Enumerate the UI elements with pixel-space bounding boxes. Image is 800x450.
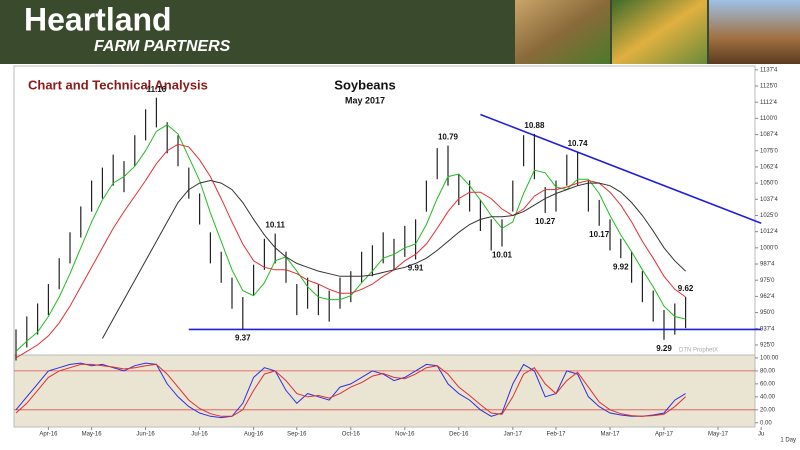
x-tick-label: Apr-17 — [655, 432, 674, 438]
y-tick-label: 937'4 — [760, 326, 775, 332]
price-annotation: 9.37 — [235, 334, 251, 343]
stochastic-line — [15, 362, 686, 419]
x-tick-label: Sep-16 — [287, 432, 307, 438]
y-tick-label: 1087'4 — [760, 132, 778, 138]
price-annotation: 9.91 — [408, 264, 424, 273]
y-tick-label: 962'4 — [760, 294, 775, 300]
interval-label: 1 Day — [780, 438, 796, 444]
x-tick-label: Jan-17 — [504, 432, 523, 438]
x-tick-label: Oct-16 — [342, 432, 361, 438]
x-tick-label: Dec-16 — [449, 432, 469, 438]
y-tick-label: 1037'4 — [760, 197, 778, 203]
x-tick-label: Ju — [758, 432, 764, 438]
x-tick-label: Jul-16 — [191, 432, 208, 438]
y-tick-label: 100.00 — [760, 356, 779, 362]
y-tick-label: 987'4 — [760, 262, 775, 268]
header-photo — [515, 0, 610, 64]
y-tick-label: 1112'4 — [760, 100, 778, 106]
price-annotation: 10.79 — [438, 133, 459, 142]
price-annotation: 10.27 — [535, 217, 556, 226]
moving-average — [101, 179, 686, 339]
x-tick-label: May-16 — [82, 432, 103, 438]
header-photo — [709, 0, 800, 64]
moving-average — [15, 124, 686, 352]
y-tick-label: 1125'0 — [760, 84, 778, 90]
y-tick-label: 1050'0 — [760, 181, 778, 187]
y-tick-label: 1012'4 — [760, 229, 778, 235]
price-annotation: 10.01 — [492, 251, 513, 260]
y-tick-label: 80.00 — [760, 368, 776, 374]
price-annotation: 9.62 — [678, 284, 694, 293]
brand: Heartland — [24, 1, 172, 37]
x-tick-label: Apr-16 — [39, 432, 58, 438]
section-title: Chart and Technical Analysis — [28, 77, 208, 92]
chart-subtitle: May 2017 — [345, 95, 385, 105]
trendline — [480, 113, 762, 224]
price-annotation: 10.11 — [265, 221, 285, 230]
x-tick-label: Mar-17 — [600, 432, 620, 438]
y-tick-label: 20.00 — [760, 407, 776, 413]
x-tick-label: Jun-16 — [136, 432, 155, 438]
y-tick-label: 0.00 — [760, 420, 772, 426]
y-tick-label: 1100'0 — [760, 116, 778, 122]
y-tick-label: 60.00 — [760, 381, 776, 387]
moving-average — [15, 143, 686, 359]
price-annotation: 10.17 — [589, 230, 610, 239]
watermark: DTN ProphetX — [679, 348, 718, 354]
x-tick-label: Nov-16 — [395, 432, 415, 438]
x-tick-label: Feb-17 — [546, 432, 566, 438]
y-tick-label: 40.00 — [760, 394, 776, 400]
price-annotation: 11.16 — [147, 85, 167, 94]
y-tick-label: 1062'4 — [760, 165, 778, 171]
y-tick-label: 1137'4 — [760, 67, 778, 73]
stochastic-panel — [13, 354, 756, 428]
tagline: FARM PARTNERS — [94, 38, 231, 55]
price-annotation: 10.88 — [524, 121, 545, 130]
x-tick-label: May-17 — [708, 432, 729, 438]
y-tick-label: 1000'0 — [760, 245, 778, 251]
price-annotation: 9.29 — [656, 344, 672, 353]
x-tick-label: Aug-16 — [244, 432, 264, 438]
stochastic-line — [15, 363, 686, 417]
chart-title: Soybeans — [334, 77, 395, 92]
y-tick-label: 950'0 — [760, 310, 775, 316]
y-tick-label: 1025'0 — [760, 213, 778, 219]
price-panel — [13, 65, 756, 356]
y-tick-label: 925'0 — [760, 343, 775, 349]
price-annotation: 10.74 — [568, 139, 589, 148]
y-tick-label: 1075'0 — [760, 148, 778, 154]
header-photo — [612, 0, 707, 64]
price-annotation: 9.92 — [613, 262, 629, 271]
y-tick-label: 975'0 — [760, 278, 775, 284]
